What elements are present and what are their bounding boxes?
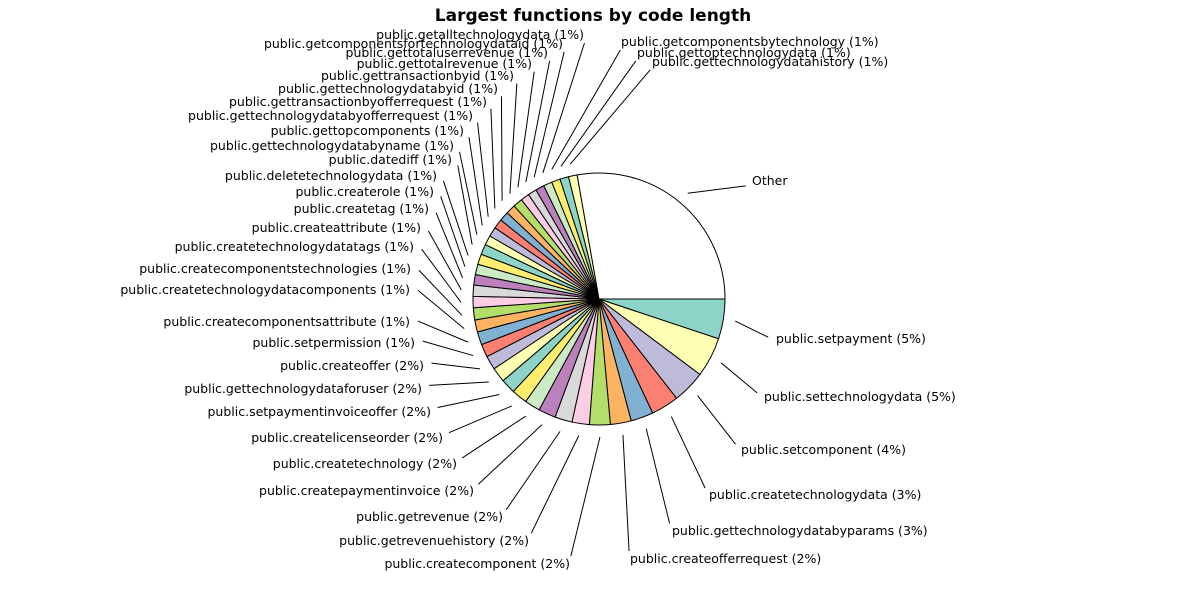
slice-label-public-gettoptechnologydata: public.gettoptechnologydata (1%) <box>637 45 851 60</box>
slice-label-public-setcomponent: public.setcomponent (4%) <box>741 442 906 457</box>
slice-label-public-createtechnologydatacomponents: public.createtechnologydatacomponents (1… <box>120 282 410 297</box>
leader-line-public-createtechnology <box>461 415 527 459</box>
slice-label-public-gettopcomponents: public.gettopcomponents (1%) <box>271 123 464 138</box>
slice-label-public-createtag: public.createtag (1%) <box>294 201 429 216</box>
slice-label-public-createcomponentsattribute: public.createcomponentsattribute (1%) <box>163 314 410 329</box>
leader-line-public-createpaymentinvoice <box>478 424 543 485</box>
leader-line-public-gettoptechnologydata <box>560 60 637 167</box>
slice-label-public-createcomponent: public.createcomponent (2%) <box>384 556 570 571</box>
leader-line-public-createtechnologydatatags <box>421 248 462 303</box>
leader-line-public-gettechnologydataforuser <box>429 381 489 386</box>
slice-label-public-getcomponentsfortechnologydataid: public.getcomponentsfortechnologydataid … <box>264 36 563 51</box>
leader-line-public-setpayment <box>735 320 769 338</box>
leader-line-public-datediff <box>457 165 473 245</box>
leader-line-public-getcomponentsbytechnology <box>551 49 621 170</box>
slice-label-public-createrole: public.createrole (1%) <box>296 184 435 199</box>
slice-label-public-getcomponentsbytechnology: public.getcomponentsbytechnology (1%) <box>621 34 879 49</box>
leader-line-public-createlicenseorder <box>448 405 512 434</box>
leader-line-public-deletetechnologydata <box>442 180 469 256</box>
leader-line-public-gettechnologydatabyid <box>500 96 503 201</box>
slice-label-public-gettotalrevenue: public.gettotalrevenue (1%) <box>357 56 532 71</box>
slice-label-public-createpaymentinvoice: public.createpaymentinvoice (2%) <box>259 483 474 498</box>
leader-line-public-createcomponentstechnologies <box>418 269 463 316</box>
leader-line-public-createtag <box>435 212 464 279</box>
slice-label-public-gettechnologydatahistory: public.gettechnologydatahistory (1%) <box>652 54 888 69</box>
slice-label-public-createofferrequest: public.createofferrequest (2%) <box>630 551 821 566</box>
leader-line-public-createcomponentsattribute <box>417 320 469 343</box>
slice-label-public-setpayment: public.setpayment (5%) <box>776 331 926 346</box>
slice-label-public-getrevenuehistory: public.getrevenuehistory (2%) <box>339 533 529 548</box>
slice-label-public-gettechnologydatabyofferrequest: public.gettechnologydatabyofferrequest (… <box>188 108 473 123</box>
slice-label-other: Other <box>752 173 788 188</box>
leader-line-public-getalltechnologydata <box>542 42 585 174</box>
slice-label-public-datediff: public.datediff (1%) <box>329 152 452 167</box>
leader-line-public-getrevenue <box>505 431 561 510</box>
leader-line-public-setcomponent <box>697 395 736 445</box>
leader-line-public-gettotalrevenue <box>517 71 535 188</box>
leader-line-public-createcomponent <box>570 436 601 557</box>
leader-line-public-gettotaluserrevenue <box>525 60 551 183</box>
leader-line-public-gettechnologydatabyname <box>459 151 478 235</box>
slice-label-public-gettotaluserrevenue: public.gettotaluserrevenue (1%) <box>346 45 548 60</box>
slice-label-public-settechnologydata: public.settechnologydata (5%) <box>764 389 956 404</box>
slice-label-public-gettechnologydataforuser: public.gettechnologydataforuser (2%) <box>184 381 422 396</box>
chart-title: Largest functions by code length <box>434 6 752 26</box>
leader-line-public-getrevenuehistory <box>530 435 580 534</box>
slice-label-public-createcomponentstechnologies: public.createcomponentstechnologies (1%) <box>139 261 411 276</box>
slice-label-public-getrevenue: public.getrevenue (2%) <box>356 509 503 524</box>
slice-label-public-setpermission: public.setpermission (1%) <box>252 335 415 350</box>
slice-label-public-createtechnology: public.createtechnology (2%) <box>273 456 457 471</box>
slice-label-public-createtechnologydata: public.createtechnologydata (3%) <box>709 487 921 502</box>
leader-line-public-setpaymentinvoiceoffer <box>437 394 500 409</box>
slice-label-public-createtechnologydatatags: public.createtechnologydatatags (1%) <box>175 239 414 254</box>
slice-label-public-gettransactionbyid: public.gettransactionbyid (1%) <box>321 68 514 83</box>
leader-line-public-createofferrequest <box>622 434 630 552</box>
slice-label-public-createlicenseorder: public.createlicenseorder (2%) <box>251 430 443 445</box>
leader-line-public-gettransactionbyid <box>509 83 518 194</box>
slice-label-public-gettechnologydatabyparams: public.gettechnologydatabyparams (3%) <box>672 523 928 538</box>
leader-line-public-createoffer <box>431 362 481 370</box>
pie-slice-other <box>576 172 726 300</box>
leader-line-public-createattribute <box>427 230 462 291</box>
leader-line-public-gettransactionbyofferrequest <box>490 108 496 209</box>
slice-label-public-gettransactionbyofferrequest: public.gettransactionbyofferrequest (1%) <box>229 94 487 109</box>
leader-line-public-gettechnologydatahistory <box>569 69 651 165</box>
leader-line-public-createrole <box>440 196 466 267</box>
leader-line-other <box>687 185 746 194</box>
slice-label-public-setpaymentinvoiceoffer: public.setpaymentinvoiceoffer (2%) <box>208 404 432 419</box>
leader-line-public-createtechnologydata <box>670 416 706 489</box>
slice-label-public-createoffer: public.createoffer (2%) <box>280 358 424 373</box>
leader-line-public-settechnologydata <box>720 362 758 394</box>
slice-label-public-getalltechnologydata: public.getalltechnologydata (1%) <box>376 27 584 42</box>
leader-line-public-gettopcomponents <box>468 137 483 226</box>
leader-line-public-gettechnologydatabyparams <box>645 428 671 524</box>
slice-label-public-deletetechnologydata: public.deletetechnologydata (1%) <box>225 168 437 183</box>
slice-label-public-createattribute: public.createattribute (1%) <box>252 220 421 235</box>
slice-label-public-gettechnologydatabyname: public.gettechnologydatabyname (1%) <box>210 138 454 153</box>
slice-label-public-gettechnologydatabyid: public.gettechnologydatabyid (1%) <box>278 81 498 96</box>
leader-line-public-createtechnologydatacomponents <box>417 289 465 330</box>
leader-line-public-getcomponentsfortechnologydataid <box>533 51 565 178</box>
leader-line-public-gettechnologydatabyofferrequest <box>477 122 489 217</box>
leader-line-public-setpermission <box>422 340 474 357</box>
